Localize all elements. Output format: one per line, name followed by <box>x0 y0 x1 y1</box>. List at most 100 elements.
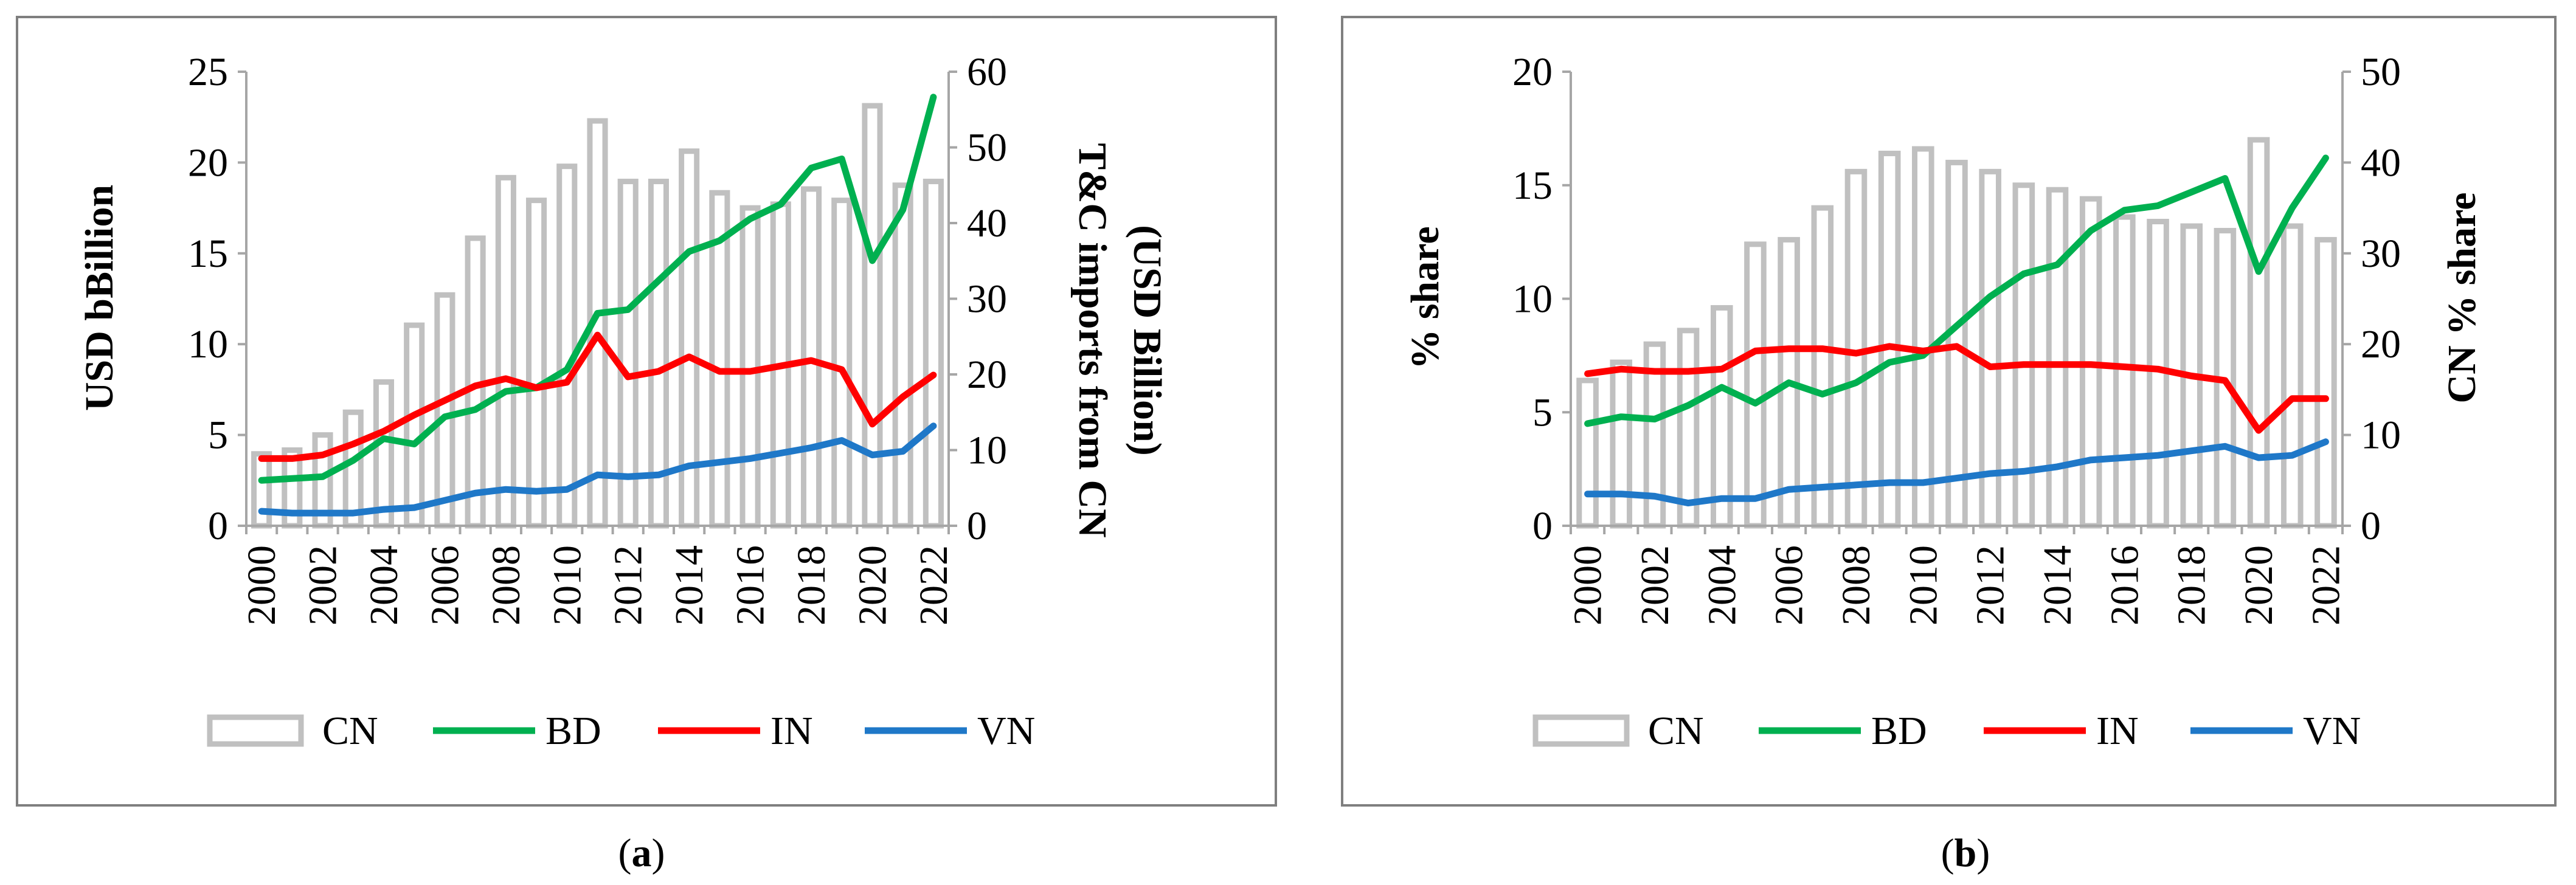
panel-a-plot: 0 5 10 15 20 25 0 10 20 30 40 50 60 2000 2002 2004 2006 2… <box>188 50 1007 625</box>
x-tick-label: 2020 <box>850 545 895 625</box>
y2-tick-label: 40 <box>2361 140 2401 185</box>
line-in <box>1584 343 2329 434</box>
panel-a: 0 5 10 15 20 25 0 10 20 30 40 50 60 2000 2002 2004 2006 2… <box>16 16 1277 875</box>
y2-tick-label: 40 <box>967 201 1007 246</box>
x-tick-label: 2012 <box>606 545 651 625</box>
x-tick-label: 2008 <box>484 545 528 625</box>
panel-b-y-axis-label: % share <box>1403 226 1447 369</box>
legend-swatch-cn <box>1532 714 1630 747</box>
y-tick-label: 20 <box>1512 50 1553 94</box>
legend-label-cn: CN <box>1648 709 1704 753</box>
line-vn <box>1584 438 2329 507</box>
legend-label-vn: VN <box>2303 709 2361 753</box>
x-tick-label: 2002 <box>1633 545 1677 625</box>
bar-cn-2005 <box>404 322 425 529</box>
bar-cn-2006 <box>434 292 455 529</box>
bar-cn-2000 <box>251 451 272 529</box>
legend-label-vn: VN <box>977 709 1035 753</box>
bar-cn-2009 <box>526 198 547 529</box>
y-tick-label: 15 <box>1512 164 1553 208</box>
panel-b-caption: (b) <box>1941 831 1990 875</box>
bar-cn-2004 <box>1710 305 1733 529</box>
y2-tick-label: 10 <box>2361 413 2401 458</box>
bar-cn-2021 <box>2280 223 2304 529</box>
panel-b-y2-axis-label: CN % share <box>2440 192 2484 403</box>
bar-cn-2007 <box>1811 205 1834 529</box>
panel-a-legend: CN BD IN VN <box>207 709 1035 753</box>
y2-tick-label: 0 <box>2361 504 2381 548</box>
x-tick-label: 2012 <box>1968 545 2013 625</box>
bar-cn-2022 <box>2315 236 2337 529</box>
bar-cn-2010 <box>1912 146 1934 529</box>
y2-tick-label: 20 <box>2361 322 2401 367</box>
x-tick-label: 2002 <box>301 545 345 625</box>
line-vn <box>258 422 937 517</box>
bar-cn-2003 <box>1677 328 1700 529</box>
panel-a-y2-axis-label-line2: (USD Billion) <box>1125 225 1169 456</box>
bar-cn-2014 <box>2046 187 2069 529</box>
x-tick-label: 2016 <box>729 545 773 625</box>
x-tick-label: 2000 <box>240 545 284 625</box>
x-tick-label: 2000 <box>1566 545 1610 625</box>
y-tick-label: 0 <box>1532 504 1553 548</box>
x-tick-label: 2016 <box>2102 545 2147 625</box>
line-bd <box>258 94 937 484</box>
x-tick-label: 2004 <box>1700 545 1744 625</box>
bar-cn-2016 <box>2113 214 2136 529</box>
y2-tick-label: 50 <box>967 126 1007 170</box>
legend-label-bd: BD <box>545 709 601 753</box>
y-tick-label: 25 <box>188 50 228 94</box>
bar-cn-2020 <box>2247 137 2270 529</box>
x-tick-label: 2006 <box>423 545 467 625</box>
y2-tick-label: 50 <box>2361 50 2401 94</box>
x-tick-label: 2008 <box>1834 545 1878 625</box>
x-tick-label: 2022 <box>2304 545 2348 625</box>
y2-tick-label: 10 <box>967 429 1007 473</box>
panel-a-y2-axis-label-line1: T&C imports from CN <box>1070 143 1115 538</box>
bar-cn-2015 <box>709 190 730 529</box>
bar-cn-2004 <box>373 379 395 529</box>
panel-b-legend: CN BD IN VN <box>1532 709 2361 753</box>
legend-label-bd: BD <box>1871 709 1927 753</box>
bar-cn-2009 <box>1878 150 1901 529</box>
y2-tick-label: 60 <box>967 50 1007 94</box>
panel-a-frame <box>16 16 1277 807</box>
bar-cn-2019 <box>831 198 853 529</box>
line-bd <box>1584 154 2329 427</box>
legend-swatch-cn <box>207 714 304 747</box>
bar-cn-2021 <box>892 182 913 529</box>
y-tick-label: 5 <box>1532 390 1553 435</box>
legend-label-in: IN <box>770 709 813 753</box>
bar-cn-2010 <box>556 164 578 529</box>
x-tick-label: 2018 <box>2170 545 2214 625</box>
line-in <box>258 331 937 462</box>
panel-a-caption: (a) <box>618 831 665 875</box>
panel-a-y-axis-label: USD bBillion <box>77 185 122 411</box>
y2-tick-label: 0 <box>967 504 987 548</box>
y-tick-label: 10 <box>188 322 228 367</box>
y2-tick-label: 20 <box>967 353 1007 397</box>
y2-tick-label: 30 <box>2361 232 2401 276</box>
y-tick-label: 20 <box>188 140 228 185</box>
legend-label-in: IN <box>2096 709 2139 753</box>
y2-tick-label: 30 <box>967 277 1007 322</box>
x-tick-label: 2014 <box>2035 545 2080 625</box>
y-tick-label: 5 <box>208 413 228 458</box>
bar-cn-2020 <box>862 103 883 529</box>
x-tick-label: 2010 <box>1901 545 1945 625</box>
y-tick-label: 10 <box>1512 277 1553 322</box>
bar-cn-2000 <box>1576 377 1599 529</box>
panel-b: 0 5 10 15 20 0 10 20 30 40 50 2000 2002 2004 2006 2008 2… <box>1341 16 2557 875</box>
x-tick-label: 2004 <box>362 545 406 625</box>
bar-cn-2022 <box>923 179 944 529</box>
legend-label-cn: CN <box>322 709 378 753</box>
bar-cn-2005 <box>1744 241 1767 529</box>
y-tick-label: 15 <box>188 232 228 276</box>
bar-cn-2001 <box>1610 359 1633 529</box>
x-tick-label: 2020 <box>2237 545 2281 625</box>
x-tick-label: 2006 <box>1767 545 1812 625</box>
panel-b-plot: 0 5 10 15 20 0 10 20 30 40 50 2000 2002 2004 2006 2008 2… <box>1512 50 2401 625</box>
x-tick-label: 2010 <box>545 545 589 625</box>
x-tick-label: 2018 <box>789 545 834 625</box>
